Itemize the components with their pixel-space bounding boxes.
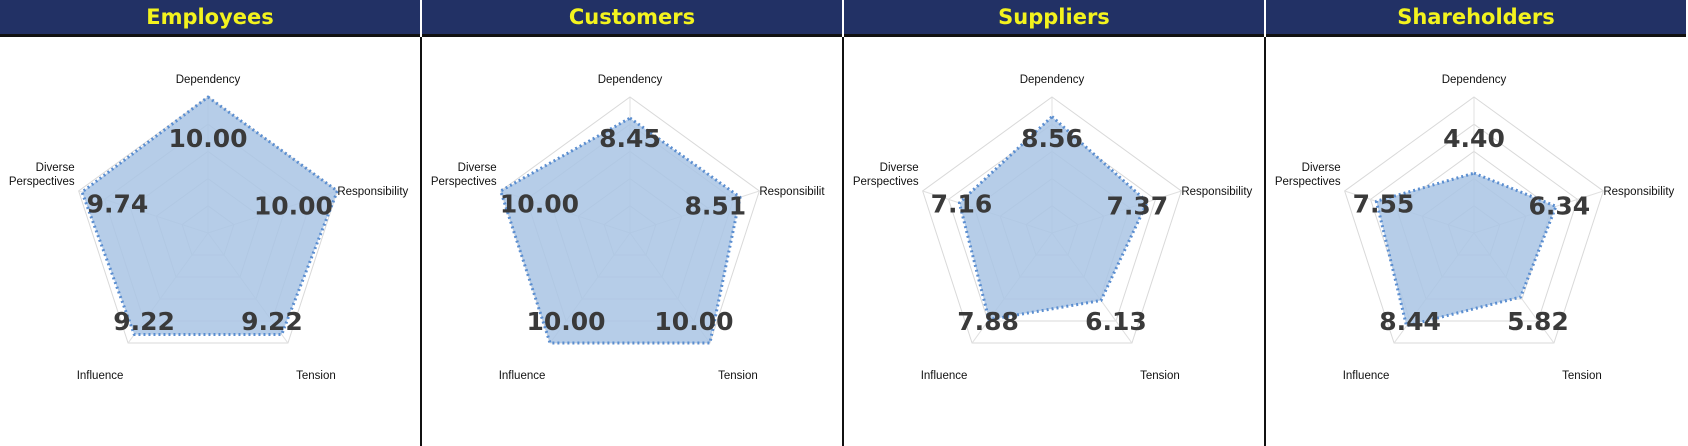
value-label: 10.00 [254, 191, 333, 220]
suppliers-radar-svg: Dependency Responsibility Tension Influence… [853, 74, 1253, 382]
value-label: 10.00 [527, 307, 606, 336]
value-label: 8.51 [685, 191, 747, 220]
axis-label-tension: Tension [718, 370, 758, 382]
grid-ring [947, 123, 1157, 322]
value-label: 7.16 [931, 190, 993, 219]
suppliers-title: Suppliers [844, 0, 1264, 37]
shareholders-radar-svg: Dependency Responsibility Tension Influence… [1275, 74, 1675, 382]
panel-divider [1264, 37, 1266, 446]
value-label: 8.56 [1021, 124, 1083, 153]
shareholders-title: Shareholders [1266, 0, 1686, 37]
grid-ring [1344, 96, 1604, 344]
axis-label-influence: Influence [499, 370, 546, 382]
axis-label-influence: Influence [77, 370, 124, 382]
employees-title: Employees [0, 0, 420, 37]
shareholders-data-area [1374, 171, 1558, 328]
value-label: 9.22 [241, 307, 303, 336]
employees-data-area [80, 95, 339, 336]
value-label: 10.00 [500, 190, 579, 219]
customers-radar-svg: Dependency Responsibilit Tension Influence D… [431, 74, 826, 382]
value-label: 9.22 [113, 307, 175, 336]
value-label: 10.00 [168, 124, 247, 153]
employees-panel: Employees Dependency Responsibility Tension… [0, 0, 422, 446]
axis-label-tension: Tension [1562, 370, 1602, 382]
customers-data-area [499, 116, 742, 345]
axis-label-dependency: Dependency [1020, 74, 1085, 86]
suppliers-panel: Suppliers Dependency Responsibility Tension… [844, 0, 1266, 446]
axis-label-responsibility: Responsibility [1181, 186, 1252, 198]
value-label: 6.13 [1085, 307, 1147, 336]
value-label: 8.45 [599, 124, 661, 153]
axis-label-responsibility: Responsibility [1603, 186, 1674, 198]
axis-label-dependency: Dependency [598, 74, 663, 86]
axis-label-tension: Tension [1140, 370, 1180, 382]
value-label: 8.44 [1379, 307, 1441, 336]
value-label: 5.82 [1507, 307, 1569, 336]
axis-label-dependency: Dependency [176, 74, 241, 86]
axis-label-responsibilit: Responsibilit [759, 186, 825, 198]
value-label: 10.00 [654, 307, 733, 336]
grid-ring [1369, 123, 1579, 322]
axis-label-responsibility: Responsibility [337, 186, 408, 198]
value-label: 9.74 [87, 190, 149, 219]
axis-label-diverse-perspectives: Diverse Perspectives [1275, 162, 1341, 188]
axis-label-influence: Influence [1343, 370, 1390, 382]
value-label: 7.55 [1353, 190, 1415, 219]
axis-label-diverse-perspectives: Diverse Perspectives [853, 162, 919, 188]
value-label: 7.88 [957, 307, 1019, 336]
axis-label-diverse-perspectives: Diverse Perspectives [431, 162, 497, 188]
axis-label-diverse-perspectives: Diverse Perspectives [9, 162, 75, 188]
shareholders-panel: Shareholders Dependency Responsibility Tens… [1266, 0, 1688, 446]
suppliers-data-area [957, 115, 1149, 322]
panel-divider [842, 37, 844, 446]
axis-label-dependency: Dependency [1442, 74, 1507, 86]
customers-panel: Customers Dependency Responsibilit Tension I… [422, 0, 844, 446]
value-label: 4.40 [1443, 124, 1505, 153]
axis-label-tension: Tension [296, 370, 336, 382]
panel-divider [420, 37, 422, 446]
customers-title: Customers [422, 0, 842, 37]
employees-radar-svg: Dependency Responsibility Tension Influence… [9, 74, 409, 382]
value-label: 7.37 [1107, 191, 1169, 220]
axis-label-influence: Influence [921, 370, 968, 382]
grid-ring [922, 96, 1182, 344]
value-label: 6.34 [1529, 191, 1591, 220]
